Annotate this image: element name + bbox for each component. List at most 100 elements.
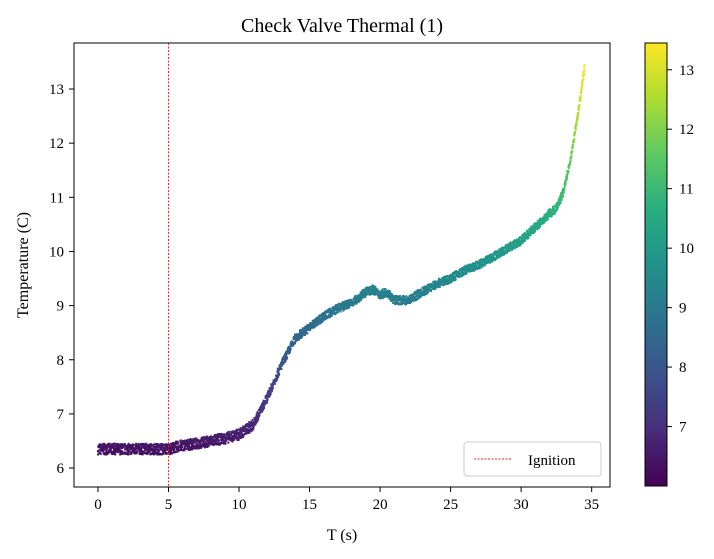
scatter-point bbox=[220, 442, 223, 444]
scatter-point bbox=[352, 303, 355, 306]
scatter-point bbox=[147, 451, 150, 454]
scatter-point bbox=[356, 299, 359, 302]
scatter-point bbox=[451, 279, 454, 282]
scatter-point bbox=[115, 447, 118, 450]
scatter-point bbox=[273, 382, 276, 385]
scatter-point bbox=[378, 290, 381, 293]
scatter-point bbox=[580, 88, 583, 91]
scatter-point bbox=[384, 292, 387, 295]
scatter-point bbox=[370, 291, 373, 294]
scatter-point bbox=[468, 263, 471, 266]
scatter-point bbox=[169, 448, 172, 451]
x-axis-label: T (s) bbox=[327, 527, 357, 544]
scatter-point bbox=[211, 443, 214, 446]
scatter-point bbox=[111, 445, 114, 448]
scatter-point bbox=[138, 451, 141, 454]
scatter-point bbox=[337, 311, 339, 314]
scatter-point bbox=[213, 443, 216, 446]
scatter-point bbox=[555, 207, 558, 210]
scatter-point bbox=[303, 330, 306, 333]
scatter-point bbox=[475, 260, 478, 263]
x-tick-label: 10 bbox=[232, 497, 247, 513]
scatter-point bbox=[335, 309, 338, 312]
scatter-point bbox=[433, 288, 436, 291]
scatter-point bbox=[452, 273, 455, 276]
scatter-point bbox=[209, 438, 212, 441]
scatter-point bbox=[315, 319, 318, 322]
scatter-point bbox=[364, 292, 366, 295]
scatter-point bbox=[102, 443, 104, 446]
scatter-point bbox=[257, 417, 260, 420]
scatter-point bbox=[123, 443, 126, 446]
scatter-point bbox=[144, 442, 147, 445]
scatter-point bbox=[237, 436, 240, 439]
scatter-point bbox=[250, 421, 253, 424]
scatter-point bbox=[170, 445, 173, 448]
scatter-point bbox=[532, 227, 535, 230]
x-tick-label: 0 bbox=[94, 497, 102, 513]
scatter-point bbox=[218, 439, 220, 442]
scatter-point bbox=[383, 290, 386, 293]
scatter-point bbox=[302, 333, 305, 336]
scatter-point bbox=[420, 289, 423, 292]
scatter-point bbox=[292, 335, 295, 338]
scatter-point bbox=[248, 431, 251, 434]
scatter-point bbox=[292, 342, 295, 345]
scatter-point bbox=[336, 304, 338, 307]
scatter-point bbox=[474, 263, 477, 266]
scatter-point bbox=[452, 271, 455, 274]
scatter-point bbox=[184, 448, 187, 451]
scatter-point bbox=[381, 291, 384, 294]
legend: Ignition bbox=[463, 441, 602, 477]
scatter-point bbox=[332, 312, 335, 315]
scatter-point bbox=[150, 443, 153, 446]
scatter-point bbox=[463, 269, 466, 272]
scatter-point bbox=[140, 452, 143, 455]
scatter-point bbox=[454, 278, 457, 281]
scatter-point bbox=[484, 259, 487, 262]
scatter-point bbox=[581, 83, 584, 86]
scatter-point bbox=[441, 276, 444, 279]
scatter-point bbox=[208, 437, 211, 440]
scatter-point bbox=[363, 289, 366, 292]
scatter-point bbox=[114, 453, 117, 456]
scatter-point bbox=[537, 226, 540, 229]
scatter-point bbox=[239, 434, 242, 437]
scatter-point bbox=[298, 334, 301, 337]
scatter-point bbox=[175, 448, 178, 451]
scatter-point bbox=[559, 198, 562, 201]
scatter-point bbox=[354, 300, 357, 303]
scatter-point bbox=[223, 433, 226, 436]
scatter-point bbox=[425, 292, 428, 295]
scatter-point bbox=[233, 438, 236, 441]
scatter-point bbox=[151, 447, 154, 450]
scatter-point bbox=[202, 441, 205, 444]
scatter-point bbox=[359, 299, 362, 302]
scatter-point bbox=[489, 255, 491, 258]
scatter-point bbox=[305, 326, 308, 329]
scatter-point bbox=[251, 424, 253, 426]
scatter-point bbox=[572, 143, 575, 146]
scatter-point bbox=[227, 441, 230, 444]
scatter-point bbox=[321, 320, 324, 323]
scatter-point bbox=[495, 250, 498, 253]
scatter-point bbox=[268, 393, 271, 396]
scatter-point bbox=[289, 347, 292, 350]
scatter-point bbox=[269, 391, 272, 394]
scatter-point bbox=[307, 324, 310, 326]
scatter-point bbox=[152, 443, 155, 446]
scatter-point bbox=[500, 253, 503, 256]
scatter-point bbox=[548, 215, 551, 218]
scatter-point bbox=[449, 277, 452, 280]
scatter-point bbox=[428, 283, 431, 286]
scatter-point bbox=[294, 342, 296, 345]
scatter-point bbox=[138, 448, 141, 451]
scatter-point bbox=[174, 451, 177, 453]
scatter-point bbox=[294, 338, 297, 341]
scatter-point bbox=[294, 333, 297, 336]
scatter-point bbox=[213, 440, 216, 443]
scatter-point bbox=[117, 451, 120, 454]
scatter-point bbox=[271, 388, 273, 391]
x-tick-label: 35 bbox=[584, 497, 599, 513]
scatter-point bbox=[568, 167, 570, 169]
